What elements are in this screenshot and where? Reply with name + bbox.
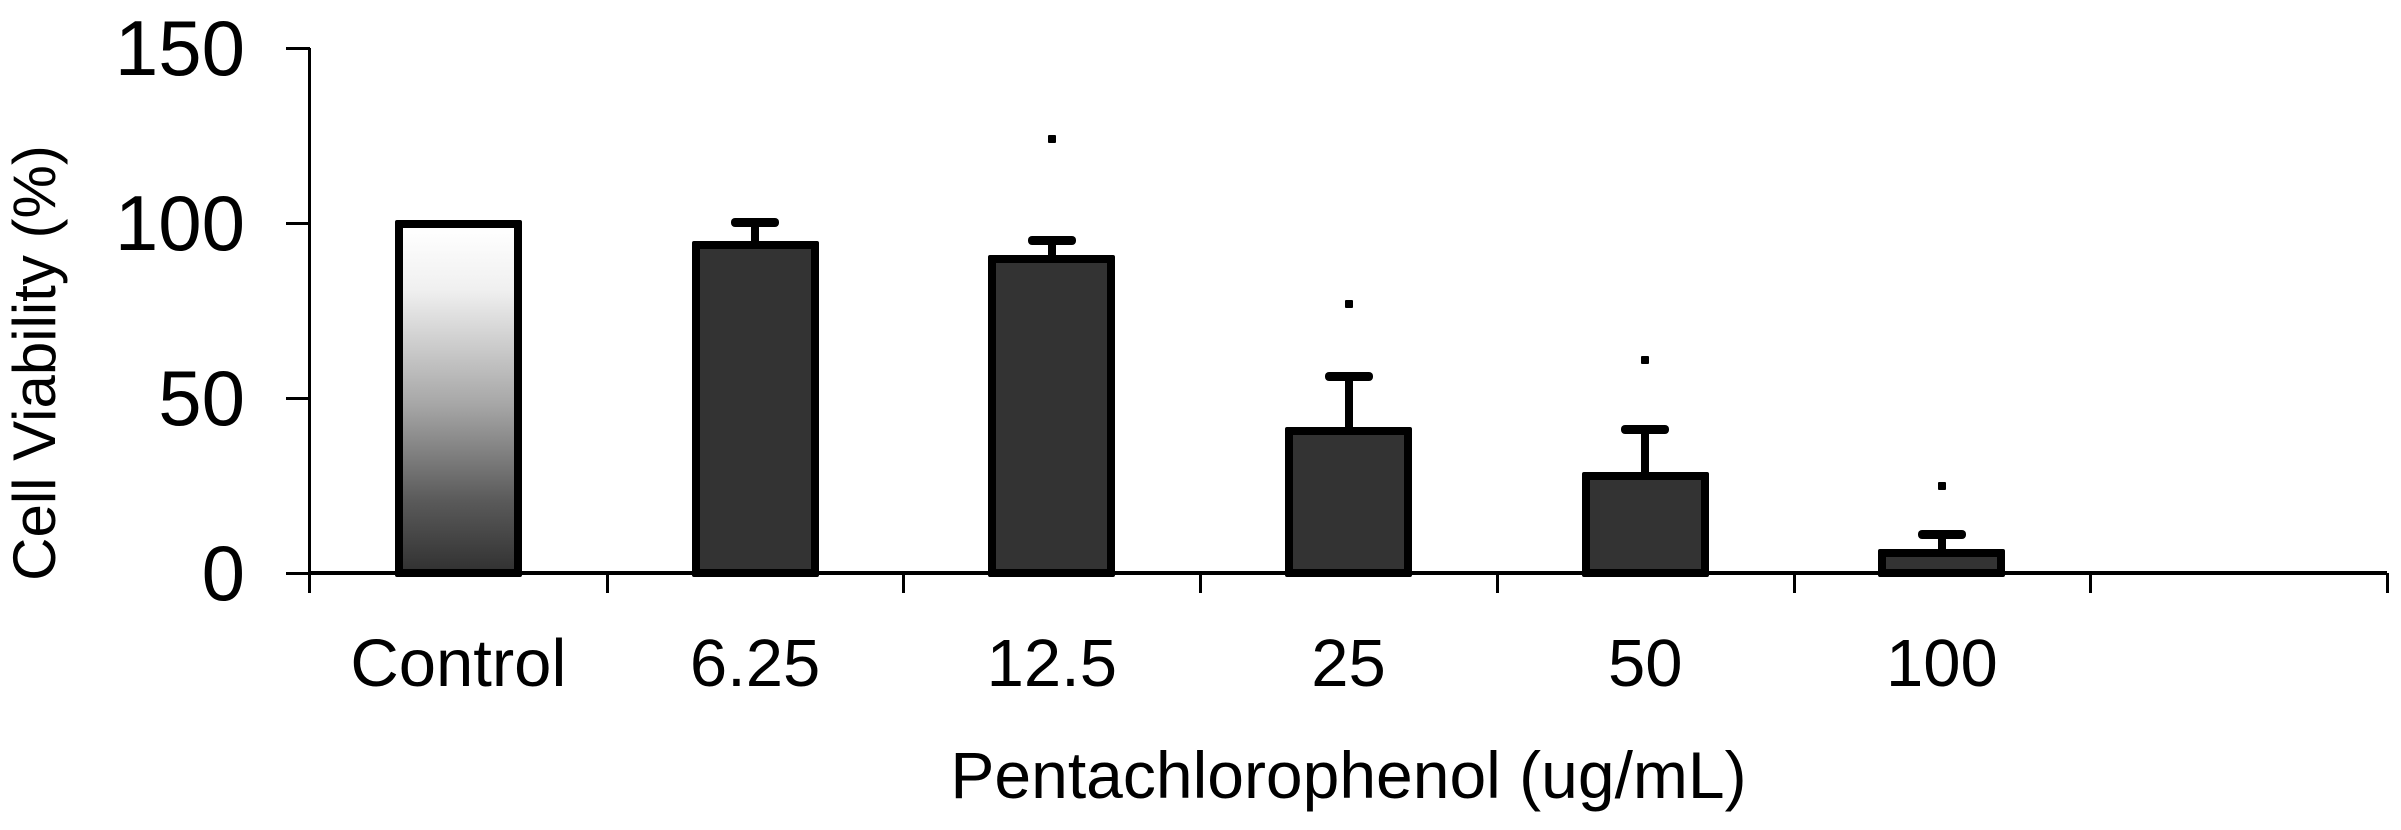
x-tick: [1496, 573, 1499, 593]
x-category-label: 100: [1886, 626, 1998, 701]
error-bar-stem: [1047, 243, 1056, 256]
bar: [691, 241, 819, 577]
y-tick-label: 0: [201, 529, 245, 617]
error-bar-stem: [751, 226, 760, 242]
y-tick-label: 50: [158, 354, 245, 442]
x-category-label: 12.5: [986, 626, 1117, 701]
error-bar-cap: [1324, 372, 1373, 381]
bar: [1581, 472, 1709, 577]
bar-control: [394, 220, 522, 577]
x-tick: [606, 573, 609, 593]
x-tick: [1793, 573, 1796, 593]
x-category-label: 6.25: [689, 626, 821, 701]
y-tick-label: 150: [114, 4, 245, 92]
error-bar-stem: [1641, 432, 1650, 473]
x-tick: [1199, 573, 1202, 593]
significance-dot: [1641, 355, 1650, 364]
y-axis-line: [308, 48, 311, 593]
error-bar-stem: [1937, 537, 1946, 550]
error-bar-cap: [1917, 529, 1966, 539]
significance-dot: [1344, 299, 1353, 308]
error-bar-cap: [1027, 235, 1076, 245]
x-tick: [2386, 573, 2389, 593]
bar: [988, 255, 1116, 577]
y-tick: [286, 572, 310, 575]
y-tick: [286, 397, 310, 400]
x-category-label: 25: [1311, 626, 1386, 701]
y-tick: [286, 47, 310, 50]
significance-dot: [1937, 481, 1946, 490]
bar: [1878, 549, 2006, 577]
significance-dot: [1047, 135, 1056, 143]
y-tick: [286, 222, 310, 225]
error-bar-cap: [731, 218, 780, 227]
x-tick: [2089, 573, 2092, 593]
x-category-label: Control: [350, 626, 567, 701]
bar: [1285, 426, 1412, 577]
y-tick-label: 100: [114, 179, 245, 267]
x-axis-title: Pentachlorophenol (ug/mL): [950, 738, 1747, 812]
error-bar-cap: [1621, 424, 1670, 434]
error-bar-stem: [1344, 380, 1353, 428]
x-tick: [902, 573, 905, 593]
x-category-label: 50: [1607, 626, 1683, 701]
